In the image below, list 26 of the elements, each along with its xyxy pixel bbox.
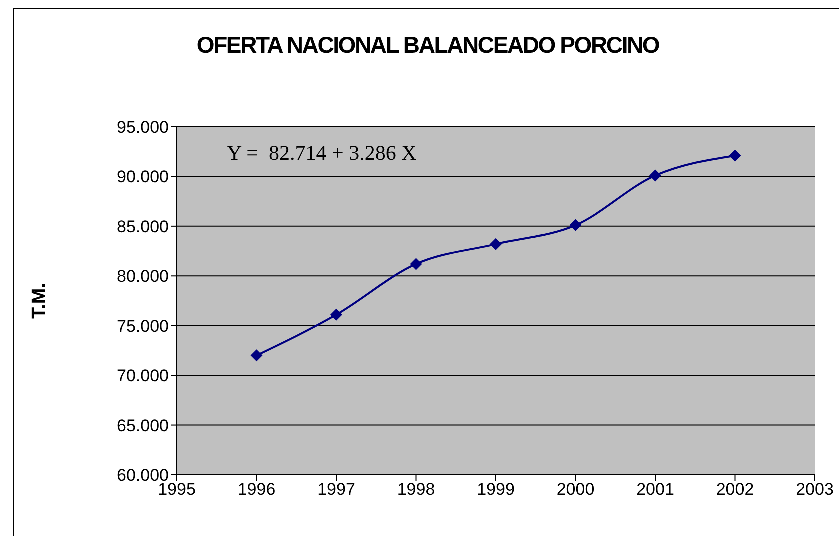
y-tick-label: 75.000 [117, 316, 169, 336]
annotation: Y = 82.714 + 3.286 X [227, 141, 417, 166]
chart-title: OFERTA NACIONAL BALANCEADO PORCINO [196, 32, 660, 59]
y-axis-title: T.M. [29, 283, 51, 319]
y-tick-label: 90.000 [117, 168, 169, 187]
point [250, 350, 263, 362]
y-tick-label: 70.000 [117, 366, 169, 386]
x-tick-label: 2001 [636, 480, 674, 500]
x-tick-label: 1998 [397, 480, 436, 500]
point [729, 150, 742, 162]
y-tick-label: 80.000 [117, 267, 169, 286]
x-tick-label: 2002 [716, 480, 754, 500]
x-tick-label: 2003 [796, 480, 834, 500]
x-tick-label: 1996 [238, 480, 276, 500]
x-tick-label: 2000 [556, 480, 595, 500]
x-tick-label: 1997 [318, 480, 356, 500]
point [410, 258, 422, 270]
point [330, 308, 342, 321]
point [650, 170, 662, 182]
point [570, 219, 582, 232]
x-tick-label: 1995 [158, 480, 196, 500]
y-tick-label: 95.000 [117, 118, 169, 138]
point [490, 238, 502, 250]
x-tick-label: 1999 [477, 480, 515, 500]
y-tick-label: 85.000 [117, 217, 169, 236]
y-tick-label: 65.000 [117, 416, 169, 436]
